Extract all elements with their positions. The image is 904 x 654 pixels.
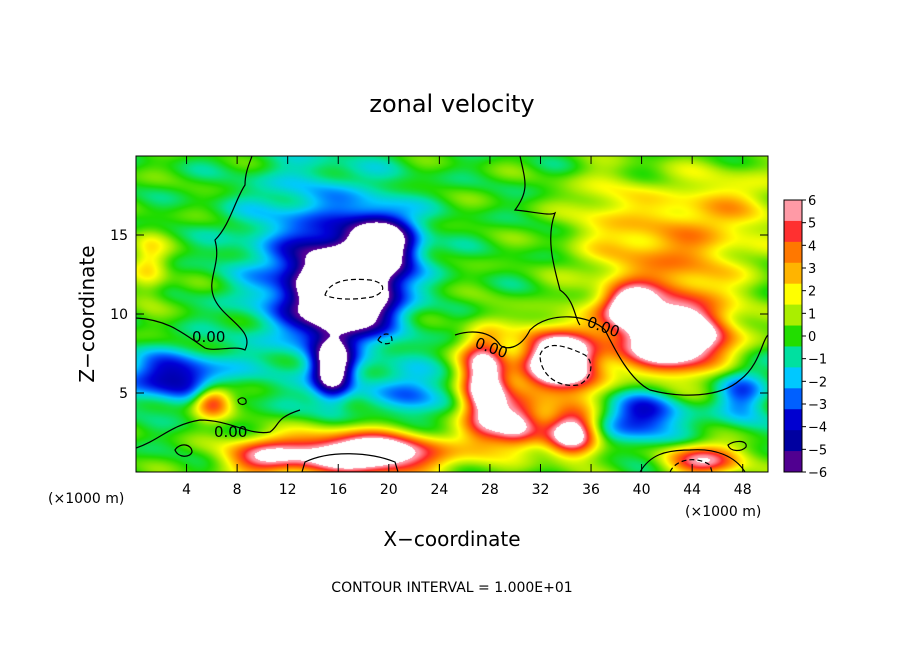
- colorbar-label: 2: [808, 285, 816, 300]
- colorbar-label: −4: [808, 421, 827, 436]
- x-tick-label: 40: [633, 482, 651, 498]
- x-tick-label: 24: [430, 482, 448, 498]
- contour-line-zero-left: [136, 156, 253, 351]
- colorbar-swatch: [784, 220, 802, 243]
- colorbar-label: 0: [808, 330, 816, 345]
- colorbar-swatch: [784, 430, 802, 452]
- colorbar-swatch: [784, 451, 802, 473]
- x-tick-label: 28: [481, 482, 499, 498]
- colorbar-label: −5: [808, 443, 827, 458]
- chart-title: zonal velocity: [369, 90, 534, 118]
- colorbar-label: 5: [808, 217, 816, 232]
- x-tick-label: 4: [182, 482, 191, 498]
- contour-lines: [136, 156, 768, 472]
- colorbar-swatch: [784, 200, 802, 222]
- colorbar-swatch: [784, 388, 802, 410]
- colorbar-swatch: [784, 304, 802, 327]
- colorbar-label: −1: [808, 353, 827, 368]
- colorbar-swatch: [784, 409, 802, 431]
- x-axis-unit-right: (×1000 m): [685, 504, 761, 520]
- contour-label: 0.00: [214, 423, 247, 441]
- colorbar-label: −6: [808, 466, 827, 481]
- contour-line-neg-upper: [324, 278, 384, 300]
- colorbar-swatch: [784, 283, 802, 306]
- contour-line-zero-lower: [136, 409, 301, 449]
- contour-line-blob-1: [174, 444, 193, 457]
- x-axis-label: X−coordinate: [383, 527, 520, 551]
- colorbar-swatch: [784, 325, 802, 347]
- colorbar-label: 3: [808, 262, 816, 277]
- contour-line-neg-bottom: [669, 459, 713, 472]
- contour-line-neg-right: [539, 345, 592, 386]
- contour-line-zero-mid: [454, 316, 768, 396]
- y-axis-label: Z−coordinate: [75, 245, 99, 382]
- colorbar-label: −2: [808, 375, 827, 390]
- contour-line-pos-bottom: [301, 453, 399, 472]
- x-axis: 4 8 12 16 20 24 28 32 36 40 44 48: [182, 156, 752, 498]
- x-tick-label: 8: [233, 482, 242, 498]
- colorbar-swatch: [784, 346, 802, 368]
- colorbar: 6 5 4 3 2 1 0 −1 −2 −3 −4 −5 −6: [783, 194, 827, 481]
- colorbar-swatch: [784, 367, 802, 389]
- colorbar-labels: 6 5 4 3 2 1 0 −1 −2 −3 −4 −5 −6: [802, 194, 827, 481]
- colorbar-label: 1: [808, 307, 816, 322]
- y-axis: 5 10 15: [110, 228, 768, 402]
- x-tick-label: 48: [734, 482, 752, 498]
- heatmap-field: 0.00 0.00 0.00 0.00: [136, 156, 768, 472]
- y-tick-label: 10: [110, 307, 128, 323]
- colorbar-label: 4: [808, 239, 816, 254]
- y-tick-label: 5: [119, 386, 128, 402]
- colorbar-swatch: [784, 262, 802, 285]
- x-tick-label: 16: [329, 482, 347, 498]
- contour-line-blob-2: [727, 440, 747, 452]
- contour-line-zero-right: [513, 156, 581, 326]
- contour-line-zero-bottom: [639, 449, 746, 472]
- contour-line-blob-3: [237, 397, 247, 406]
- colorbar-swatches: [783, 199, 803, 473]
- x-tick-label: 32: [532, 482, 550, 498]
- contour-label: 0.00: [192, 328, 225, 346]
- colorbar-swatch: [784, 241, 802, 264]
- x-tick-label: 44: [683, 482, 701, 498]
- contour-interval-note: CONTOUR INTERVAL = 1.000E+01: [331, 580, 572, 596]
- x-tick-label: 20: [380, 482, 398, 498]
- y-tick-label: 15: [110, 228, 128, 244]
- contour-line-neg-small: [377, 333, 393, 345]
- x-tick-label: 12: [279, 482, 297, 498]
- heatmap-canvas: [136, 156, 768, 472]
- x-axis-unit-left: (×1000 m): [48, 491, 124, 507]
- colorbar-label: −3: [808, 398, 827, 413]
- colorbar-label: 6: [808, 194, 816, 209]
- x-tick-label: 36: [582, 482, 600, 498]
